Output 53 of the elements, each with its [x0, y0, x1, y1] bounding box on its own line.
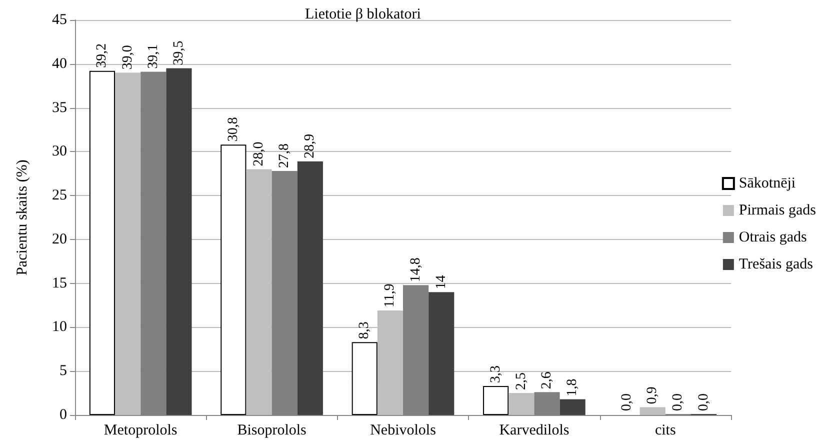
- bar: [89, 70, 116, 415]
- bar: [640, 407, 666, 415]
- bar: [246, 169, 272, 415]
- data-label: 0,0: [620, 394, 635, 411]
- bar: [115, 72, 141, 415]
- y-tick-label: 25: [52, 188, 67, 204]
- y-tick-label: 15: [52, 275, 67, 292]
- data-label: 0,0: [670, 394, 686, 411]
- y-tick-label: 20: [52, 231, 67, 248]
- y-tick-label: 30: [52, 144, 67, 160]
- data-label: 28,9: [302, 134, 318, 158]
- data-label: 30,8: [226, 117, 241, 142]
- legend-label: Otrais gads: [738, 230, 807, 246]
- data-label: 2,5: [514, 372, 529, 390]
- y-tick-label: 45: [52, 12, 67, 28]
- legend-label: Pirmais gads: [738, 202, 816, 218]
- y-axis-title: Pacientu skaits (%): [14, 160, 30, 276]
- data-label: 28,0: [252, 142, 267, 166]
- x-tick-label: cits: [654, 422, 676, 438]
- bar: [220, 144, 246, 415]
- bar: [428, 292, 454, 415]
- data-label: 0,0: [696, 394, 712, 411]
- data-label: 39,1: [146, 44, 161, 69]
- data-label: 8,3: [357, 322, 372, 340]
- legend-label: Trešais gads: [738, 256, 814, 272]
- bar: [483, 386, 509, 415]
- data-label: 14,8: [408, 258, 424, 282]
- data-label: 0,9: [645, 386, 660, 404]
- y-tick-label: 40: [52, 56, 67, 72]
- y-tick-label: 10: [52, 319, 67, 336]
- data-label: 39,5: [171, 40, 186, 66]
- bar: [297, 161, 323, 415]
- bar: [352, 342, 378, 415]
- chart-title: Lietotie β blokatori: [305, 6, 421, 22]
- y-tick-label: 5: [60, 363, 67, 380]
- data-label: 3,3: [488, 366, 504, 384]
- data-label: 27,8: [277, 143, 292, 168]
- data-label: 11,9: [382, 284, 398, 308]
- data-label: 1,8: [565, 378, 580, 396]
- bar: [560, 399, 586, 415]
- x-tick-label: Karvedilols: [499, 422, 570, 438]
- legend-label: Sākotnēji: [738, 176, 796, 192]
- data-label: 14: [434, 275, 449, 290]
- x-tick-label: Nebivolols: [370, 422, 436, 438]
- bar: [166, 68, 192, 415]
- y-tick-label: 35: [52, 100, 67, 116]
- data-label: 2,6: [539, 372, 554, 390]
- x-tick-label: Metoprolols: [104, 422, 178, 438]
- data-label: 39,0: [120, 45, 136, 70]
- bar: [508, 393, 534, 415]
- data-label: 39,2: [94, 43, 110, 68]
- x-tick-label: Bisoprolols: [237, 422, 307, 438]
- y-tick-label: 0: [60, 407, 67, 423]
